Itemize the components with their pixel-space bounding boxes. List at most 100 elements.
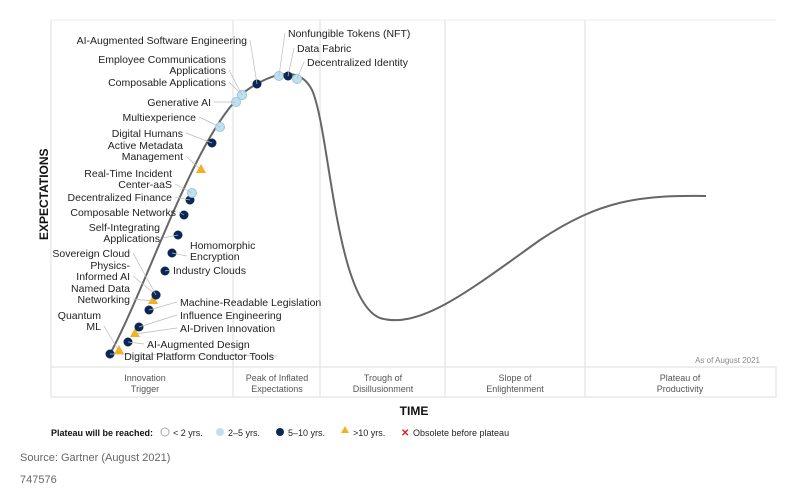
leader-line	[174, 196, 191, 201]
phase-label: Slope of	[498, 373, 532, 383]
technology-marker[interactable]: Self-Integrating Applications	[89, 222, 183, 245]
triangle-marker	[148, 295, 158, 304]
phase-label: Expectations	[251, 384, 303, 394]
leader-line	[148, 301, 178, 311]
legend-label: 2–5 yrs.	[228, 428, 260, 438]
figure-id: 747576	[20, 474, 57, 486]
technology-marker[interactable]: Data Fabric	[283, 43, 352, 81]
technology-label: Generative AI	[147, 97, 211, 109]
source-note: Source: Gartner (August 2021)	[20, 452, 171, 464]
technology-label: AI-Driven Innovation	[180, 323, 275, 335]
legend-item: < 2 yrs.	[160, 427, 203, 438]
technology-label: AI-Augmented Software Engineering	[77, 35, 248, 47]
leader-line	[132, 252, 157, 296]
technology-marker[interactable]: Real-Time Incident Center-aaS	[84, 168, 197, 198]
leader-line	[134, 327, 178, 335]
technology-label: Digital Platform Conductor Tools	[124, 351, 274, 363]
technology-label: AI-Augmented Design	[147, 339, 250, 351]
technology-marker[interactable]: Decentralized Identity	[292, 57, 409, 84]
phase-label: Peak of Inflated	[246, 373, 309, 383]
technology-marker[interactable]: Digital Humans	[112, 128, 217, 148]
legend-label: Obsolete before plateau	[413, 428, 509, 438]
legend-triangle-icon	[341, 426, 349, 433]
phase-label: Disillusionment	[353, 384, 414, 394]
technology-label: Multiexperience	[122, 112, 196, 124]
legend-item: >10 yrs.	[341, 426, 385, 438]
legend-title: Plateau will be reached:	[51, 428, 153, 438]
technology-marker[interactable]: Named Data Networking	[71, 283, 158, 306]
leader-line	[178, 211, 185, 216]
legend-circle-icon	[216, 428, 224, 436]
technology-label: Influence Engineering	[180, 310, 282, 322]
legend-item: 5–10 yrs.	[276, 428, 325, 438]
technology-label: Real-Time Incident Center-aaS	[84, 168, 172, 191]
technology-marker[interactable]: Multiexperience	[122, 112, 225, 132]
technology-marker[interactable]: Machine-Readable Legislation	[144, 297, 322, 315]
technology-label: Homomorphic Encryption	[190, 240, 255, 263]
technology-marker[interactable]: AI-Augmented Design	[123, 337, 250, 352]
technology-marker[interactable]: AI-Driven Innovation	[130, 323, 275, 337]
technology-label: Composable Networks	[70, 207, 176, 219]
leader-line	[132, 298, 154, 302]
technology-marker[interactable]: Industry Clouds	[160, 265, 246, 277]
leader-line	[185, 155, 202, 171]
technology-label: Named Data Networking	[71, 283, 130, 306]
technology-label: Decentralized Finance	[68, 192, 173, 204]
leader-line	[162, 234, 179, 239]
phase-label: Enlightenment	[486, 384, 544, 394]
legend: Plateau will be reached: < 2 yrs. 2–5 yrs.…	[51, 426, 509, 439]
leader-line	[174, 183, 193, 194]
leader-line	[198, 116, 221, 128]
technology-label: Industry Clouds	[173, 265, 246, 277]
technology-marker[interactable]: Homomorphic Encryption	[167, 240, 256, 263]
technology-label: Composable Applications	[108, 77, 226, 89]
leader-line	[103, 325, 120, 352]
y-axis-label: EXPECTATIONS	[37, 148, 51, 240]
technology-marker[interactable]: Digital Platform Conductor Tools	[105, 349, 278, 364]
leader-line	[132, 275, 157, 296]
phase-label: Trough of	[364, 373, 403, 383]
technology-label: Nonfungible Tokens (NFT)	[288, 28, 410, 40]
frame	[50, 19, 777, 398]
as-of-label: As of August 2021	[695, 356, 760, 365]
technology-label: Physics-Informed AI	[76, 260, 130, 283]
leader-line	[185, 132, 213, 144]
technology-label: Employee Communications Applications	[98, 54, 226, 77]
technology-label: Active Metadata Management	[108, 140, 183, 163]
legend-item: 2–5 yrs.	[216, 428, 260, 438]
leader-line	[296, 61, 305, 80]
triangle-marker	[114, 345, 124, 354]
phase-label: Productivity	[657, 384, 704, 394]
leader-line	[278, 32, 286, 77]
technology-marker[interactable]: Generative AI	[147, 97, 241, 109]
technology-marker[interactable]: Sovereign Cloud	[52, 248, 161, 300]
technology-marker[interactable]: Active Metadata Management	[108, 140, 206, 173]
technology-label: Digital Humans	[112, 128, 183, 140]
technology-label: Data Fabric	[297, 43, 351, 55]
legend-label: >10 yrs.	[353, 428, 385, 438]
technology-label: Quantum ML	[58, 310, 101, 333]
technology-label: Self-Integrating Applications	[89, 222, 160, 245]
technology-marker[interactable]: Decentralized Finance	[68, 192, 195, 205]
legend-item: ✕ Obsolete before plateau	[401, 428, 509, 439]
technology-label: Machine-Readable Legislation	[180, 297, 321, 309]
technology-marker[interactable]: Composable Networks	[70, 207, 189, 220]
technology-marker[interactable]: Influence Engineering	[134, 310, 282, 332]
legend-label: < 2 yrs.	[173, 428, 203, 438]
leader-line	[127, 341, 145, 345]
technology-marker[interactable]: Nonfungible Tokens (NFT)	[274, 28, 411, 81]
leader-line	[287, 47, 295, 77]
technology-marker[interactable]: AI-Augmented Software Engineering	[77, 35, 262, 89]
technology-marker[interactable]: Employee Communications Applications	[98, 54, 247, 100]
leader-line	[171, 252, 188, 257]
leader-line	[109, 353, 278, 357]
triangle-marker	[130, 328, 140, 337]
phase-label: Plateau of	[660, 373, 701, 383]
technology-label: Decentralized Identity	[307, 57, 409, 69]
leader-line	[164, 269, 171, 272]
technology-marker[interactable]: Quantum ML	[58, 310, 124, 354]
technology-label: Sovereign Cloud	[52, 248, 130, 260]
triangle-marker	[196, 164, 206, 173]
x-axis-label: TIME	[400, 404, 429, 418]
